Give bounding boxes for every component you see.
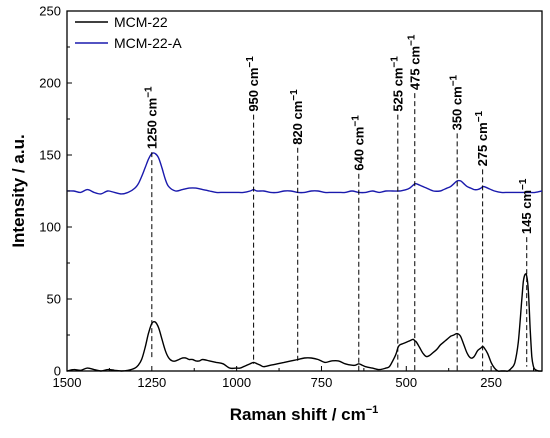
legend-label-mcm-22: MCM-22 (114, 14, 168, 30)
legend: MCM-22 MCM-22-A (75, 14, 182, 51)
annotation-label-text-475: 475 cm (407, 46, 422, 90)
annotation-label-275: 275 cm−1 (474, 110, 490, 166)
series-layer (66, 152, 543, 372)
x-tick-label-250: 250 (480, 375, 502, 390)
plot-frame (66, 10, 543, 372)
annotation-label-sup-1250: −1 (143, 86, 154, 98)
annotation-label-text-275: 275 cm (475, 122, 490, 166)
legend-label-mcm-22-a: MCM-22-A (114, 35, 182, 51)
annotation-label-text-525: 525 cm (390, 68, 405, 112)
annotation-label-350: 350 cm−1 (449, 74, 465, 130)
y-tick-label-250: 250 (39, 4, 61, 19)
y-tick-label-150: 150 (39, 148, 61, 163)
annotation-label-text-350: 350 cm (450, 86, 465, 130)
y-tick-label-200: 200 (39, 76, 61, 91)
annotation-label-text-820: 820 cm (290, 101, 305, 145)
x-axis-ticks: 1500 1250 1000 750 500 250 (53, 366, 535, 390)
x-tick-label-1000: 1000 (222, 375, 251, 390)
y-axis-ticks: 0 50 100 150 200 250 (39, 4, 72, 379)
x-axis-title-superscript: −1 (366, 404, 379, 416)
x-tick-label-500: 500 (395, 375, 417, 390)
plot-area (66, 10, 543, 372)
x-tick-label-1500: 1500 (53, 375, 82, 390)
annotation-label-sup-525: −1 (389, 56, 400, 68)
annotation-label-820: 820 cm−1 (289, 89, 305, 145)
y-tick-label-0: 0 (54, 364, 61, 379)
annotation-label-145: 145 cm−1 (518, 178, 534, 234)
annotation-label-sup-275: −1 (474, 110, 485, 122)
annotation-label-text-640: 640 cm (351, 127, 366, 171)
annotation-label-text-950: 950 cm (246, 68, 261, 112)
annotation-label-sup-640: −1 (350, 115, 361, 127)
x-axis-title-text: Raman shift / cm (230, 405, 366, 424)
y-axis-title: Intensity / a.u. (9, 134, 28, 247)
y-tick-label-100: 100 (39, 220, 61, 235)
series-line-mcm-22 (66, 273, 543, 372)
annotation-label-sup-475: −1 (406, 34, 417, 46)
annotation-label-sup-145: −1 (518, 178, 529, 190)
annotation-label-640: 640 cm−1 (350, 115, 366, 171)
x-tick-label-750: 750 (311, 375, 333, 390)
x-tick-label-1250: 1250 (137, 375, 166, 390)
annotation-label-1250: 1250 cm−1 (143, 86, 159, 149)
annotation-label-950: 950 cm−1 (245, 56, 261, 112)
series-line-mcm-22-a (66, 152, 543, 195)
annotation-label-text-1250: 1250 cm (144, 98, 159, 149)
annotation-label-text-145: 145 cm (519, 190, 534, 234)
annotation-label-525: 525 cm−1 (389, 56, 405, 112)
annotation-label-475: 475 cm−1 (406, 34, 422, 90)
annotation-label-sup-950: −1 (245, 56, 256, 68)
x-axis-title: Raman shift / cm−1 (230, 404, 379, 424)
annotation-label-sup-350: −1 (449, 74, 460, 86)
annotation-label-sup-820: −1 (289, 89, 300, 101)
y-tick-label-50: 50 (47, 292, 61, 307)
